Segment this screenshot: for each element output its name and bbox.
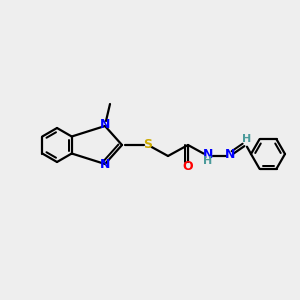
Text: N: N	[100, 158, 110, 172]
Text: H: H	[242, 134, 252, 144]
Text: N: N	[100, 118, 110, 131]
Text: N: N	[225, 148, 235, 161]
Text: O: O	[183, 160, 193, 172]
Text: H: H	[203, 156, 213, 166]
Text: N: N	[203, 148, 213, 161]
Text: S: S	[143, 139, 152, 152]
